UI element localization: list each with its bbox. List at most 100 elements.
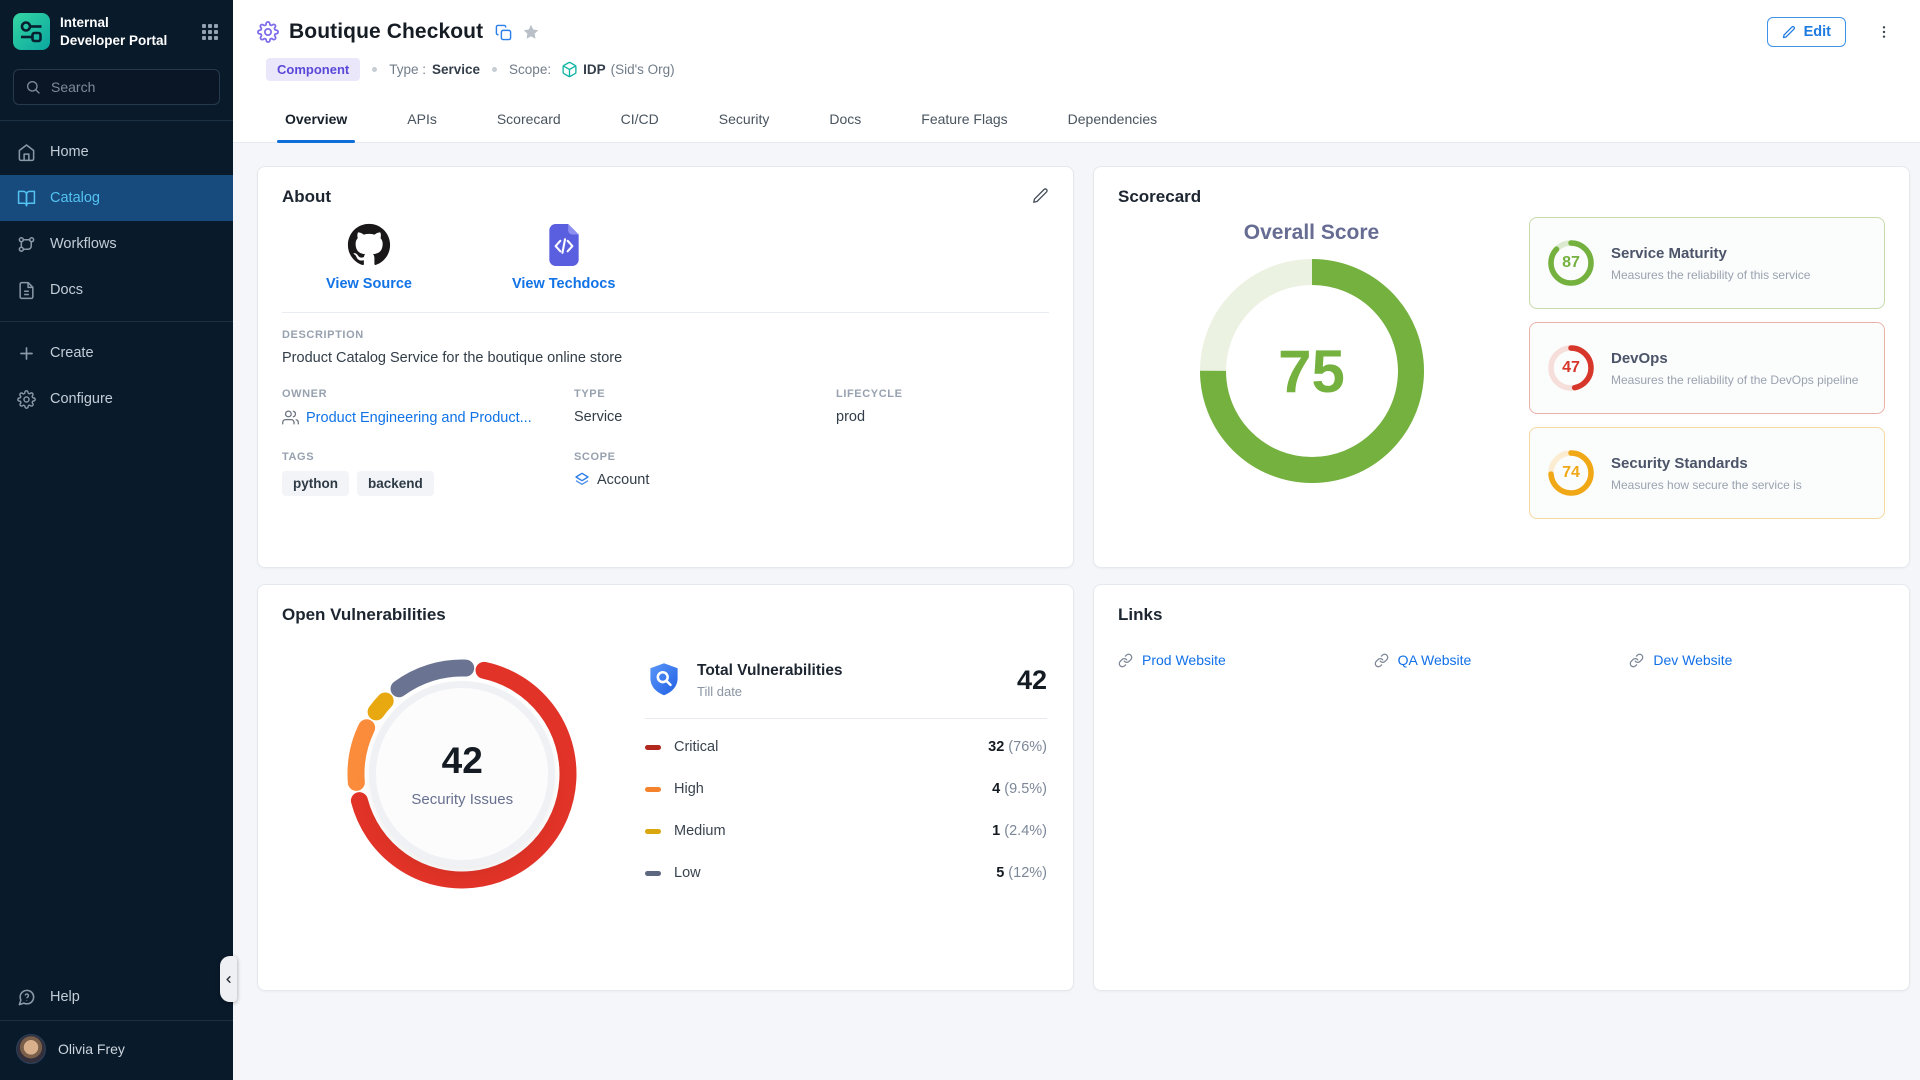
severity-dash <box>645 871 661 876</box>
github-icon <box>347 223 391 267</box>
account-scope-icon <box>574 472 590 488</box>
link-icon <box>1374 653 1389 668</box>
more-options-icon[interactable] <box>1874 22 1894 42</box>
tag-chip[interactable]: python <box>282 471 349 496</box>
sidebar-item-help[interactable]: Help <box>0 974 233 1020</box>
about-card: About View Source View Techdocs DESCRIPTI… <box>257 166 1074 568</box>
tab-apis[interactable]: APIs <box>405 102 439 142</box>
scorecard-item-devops[interactable]: 47 DevOps Measures the reliability of the … <box>1529 322 1885 414</box>
scorecard-item-name: Security Standards <box>1611 455 1802 472</box>
sidebar-actions: CreateConfigure <box>0 322 233 430</box>
lifecycle-label: LIFECYCLE <box>836 388 1049 400</box>
tab-feature-flags[interactable]: Feature Flags <box>919 102 1009 142</box>
overview-content: About View Source View Techdocs DESCRIPTI… <box>233 143 1920 1080</box>
sidebar-collapse-handle[interactable] <box>220 956 237 1002</box>
search-box[interactable] <box>13 69 220 105</box>
view-techdocs-link[interactable]: View Techdocs <box>512 223 615 292</box>
copy-icon[interactable] <box>495 24 512 41</box>
plus-icon <box>17 344 36 363</box>
severity-row-high: High4 (9.5%) <box>645 768 1047 810</box>
edit-button[interactable]: Edit <box>1767 17 1846 47</box>
overall-score-donut: 75 <box>1200 259 1424 483</box>
vulnerabilities-title: Open Vulnerabilities <box>282 605 1049 625</box>
separator-dot <box>492 67 497 72</box>
nav-label: Docs <box>50 282 83 298</box>
severity-dash <box>645 745 661 750</box>
tags-label: TAGS <box>282 451 574 463</box>
tab-ci-cd[interactable]: CI/CD <box>619 102 661 142</box>
shield-scan-icon <box>645 661 683 699</box>
security-issues-label: Security Issues <box>411 791 513 808</box>
divider <box>282 312 1049 313</box>
link-dev-website[interactable]: Dev Website <box>1629 652 1885 668</box>
sidebar-item-docs[interactable]: Docs <box>0 267 233 313</box>
view-source-link[interactable]: View Source <box>326 223 412 292</box>
severity-label: Low <box>674 865 701 881</box>
severity-value: 5 (12%) <box>996 865 1047 881</box>
sidebar-item-home[interactable]: Home <box>0 129 233 175</box>
about-title: About <box>282 187 331 207</box>
severity-dash <box>645 787 661 792</box>
nav-label: Home <box>50 144 89 160</box>
tab-scorecard[interactable]: Scorecard <box>495 102 563 142</box>
score-donut: 74 <box>1546 448 1596 498</box>
tab-security[interactable]: Security <box>717 102 772 142</box>
sidebar-item-catalog[interactable]: Catalog <box>0 175 233 221</box>
separator-dot <box>372 67 377 72</box>
divider <box>645 718 1047 719</box>
user-menu[interactable]: Olivia Frey <box>0 1021 233 1080</box>
app-logo-icon <box>13 13 50 50</box>
search-icon <box>25 79 41 95</box>
tab-dependencies[interactable]: Dependencies <box>1066 102 1160 142</box>
nav-label: Workflows <box>50 236 117 252</box>
total-vulnerabilities-value: 42 <box>1017 665 1047 696</box>
sidebar-bottom: Help Olivia Frey <box>0 974 233 1080</box>
main-area: Boutique Checkout Edit Component Type : … <box>233 0 1920 1080</box>
scorecard-item-service-maturity[interactable]: 87Service MaturityMeasures the reliabili… <box>1529 217 1885 309</box>
score-value: 74 <box>1546 448 1596 498</box>
link-icon <box>1629 653 1644 668</box>
apps-grid-icon[interactable] <box>199 21 221 43</box>
scorecard-item-name: DevOps <box>1611 350 1858 367</box>
score-donut: 47 <box>1546 343 1596 393</box>
search-input[interactable] <box>51 79 208 95</box>
scorecard-item-security-standards[interactable]: 74 Security Standards Measures how secure … <box>1529 427 1885 519</box>
tag-chip[interactable]: backend <box>357 471 434 496</box>
description-value: Product Catalog Service for the boutique… <box>282 350 1049 366</box>
sidebar-action-create[interactable]: Create <box>0 330 233 376</box>
link-qa-website[interactable]: QA Website <box>1374 652 1630 668</box>
score-value: 87 <box>1546 238 1596 288</box>
nav-label: Catalog <box>50 190 100 206</box>
team-icon <box>282 409 299 426</box>
breadcrumb: Component Type : Service Scope: IDP (Sid… <box>233 47 1920 81</box>
type-value: Service <box>574 409 836 425</box>
scope-name[interactable]: IDP <box>583 62 606 77</box>
link-prod-website[interactable]: Prod Website <box>1118 652 1374 668</box>
link-icon <box>1118 653 1133 668</box>
scorecard-item-desc: Measures how secure the service is <box>1611 478 1802 492</box>
page-title: Boutique Checkout <box>289 20 483 44</box>
sidebar-action-configure[interactable]: Configure <box>0 376 233 422</box>
scorecard-title: Scorecard <box>1118 187 1885 207</box>
lifecycle-value: prod <box>836 409 1049 425</box>
severity-value: 4 (9.5%) <box>992 781 1047 797</box>
techdocs-icon <box>545 223 583 267</box>
component-gear-icon <box>257 21 279 43</box>
sidebar-item-workflows[interactable]: Workflows <box>0 221 233 267</box>
overall-score-label: Overall Score <box>1244 221 1379 245</box>
scorecard-item-desc: Measures the reliability of the DevOps p… <box>1611 373 1858 387</box>
tab-overview[interactable]: Overview <box>283 102 349 142</box>
description-label: DESCRIPTION <box>282 329 1049 341</box>
home-icon <box>17 143 36 162</box>
scope-label: SCOPE <box>574 451 836 463</box>
about-edit-pencil-icon[interactable] <box>1032 187 1049 204</box>
book-icon <box>17 189 36 208</box>
links-card: Links Prod WebsiteQA WebsiteDev Website <box>1093 584 1910 991</box>
sidebar: Internal Developer Portal HomeCatalogWor… <box>0 0 233 1080</box>
type-label: TYPE <box>574 388 836 400</box>
owner-link[interactable]: Product Engineering and Product... <box>306 410 532 426</box>
tab-docs[interactable]: Docs <box>827 102 863 142</box>
help-label: Help <box>50 989 80 1005</box>
favorite-star-icon[interactable] <box>522 23 540 41</box>
severity-value: 1 (2.4%) <box>992 823 1047 839</box>
